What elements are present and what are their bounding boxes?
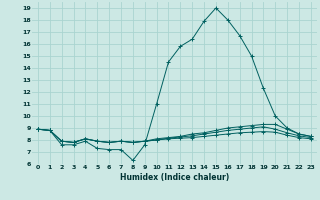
X-axis label: Humidex (Indice chaleur): Humidex (Indice chaleur) <box>120 173 229 182</box>
